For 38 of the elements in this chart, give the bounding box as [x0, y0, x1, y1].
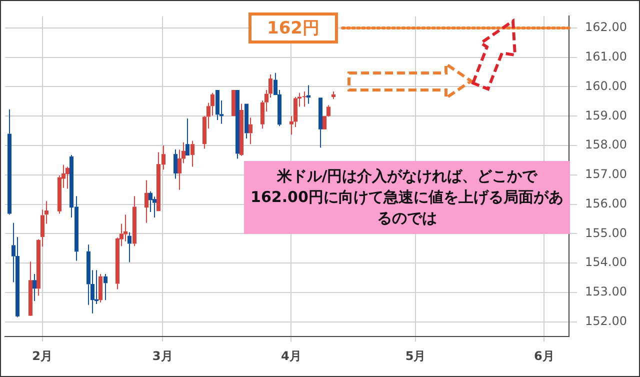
x-tick-label: 4月	[280, 348, 302, 363]
candlestick	[236, 90, 240, 160]
annotation: 米ドル/円は介入がなければ、どこかで162.00円に向けて急速に値を上げる局面があるのでは	[250, 166, 564, 229]
y-tick-label: 156.00	[585, 196, 628, 210]
candlestick	[216, 90, 220, 120]
y-tick-label: 154.00	[585, 255, 628, 270]
y-tick-label: 162.00	[585, 20, 628, 34]
candlestick	[248, 117, 252, 145]
candlestick	[332, 90, 336, 100]
y-tick-label: 161.00	[585, 49, 628, 64]
y-tick-label: 152.00	[585, 314, 628, 328]
candlestick	[28, 261, 32, 316]
candlestick	[318, 98, 322, 148]
candlestick	[244, 104, 248, 139]
y-tick-label: 159.00	[585, 108, 628, 122]
candlestick	[240, 103, 244, 156]
candlestick	[128, 232, 132, 263]
y-tick-label: 153.00	[585, 284, 628, 299]
candlestick	[66, 166, 70, 190]
x-tick-label: 5月	[405, 348, 426, 363]
candlestick	[124, 214, 128, 242]
candlestick	[174, 148, 178, 180]
candlestick	[144, 180, 148, 224]
candlestick	[190, 140, 194, 168]
y-tick-label: 158.00	[585, 138, 628, 152]
candlestick	[8, 108, 12, 216]
y-tick-label: 157.00	[585, 167, 628, 182]
ref-line-label: 162円	[266, 18, 320, 38]
x-tick-label: 3月	[152, 348, 173, 363]
candlestick	[132, 196, 136, 247]
candlestick	[104, 273, 108, 301]
y-tick-label: 160.00	[585, 78, 628, 93]
candlestick	[186, 118, 190, 156]
candlestick	[32, 273, 36, 302]
x-tick-label: 2月	[32, 348, 53, 363]
x-tick-label: 6月	[534, 348, 554, 363]
candlestick	[98, 273, 102, 304]
y-tick-label: 155.00	[585, 226, 628, 240]
